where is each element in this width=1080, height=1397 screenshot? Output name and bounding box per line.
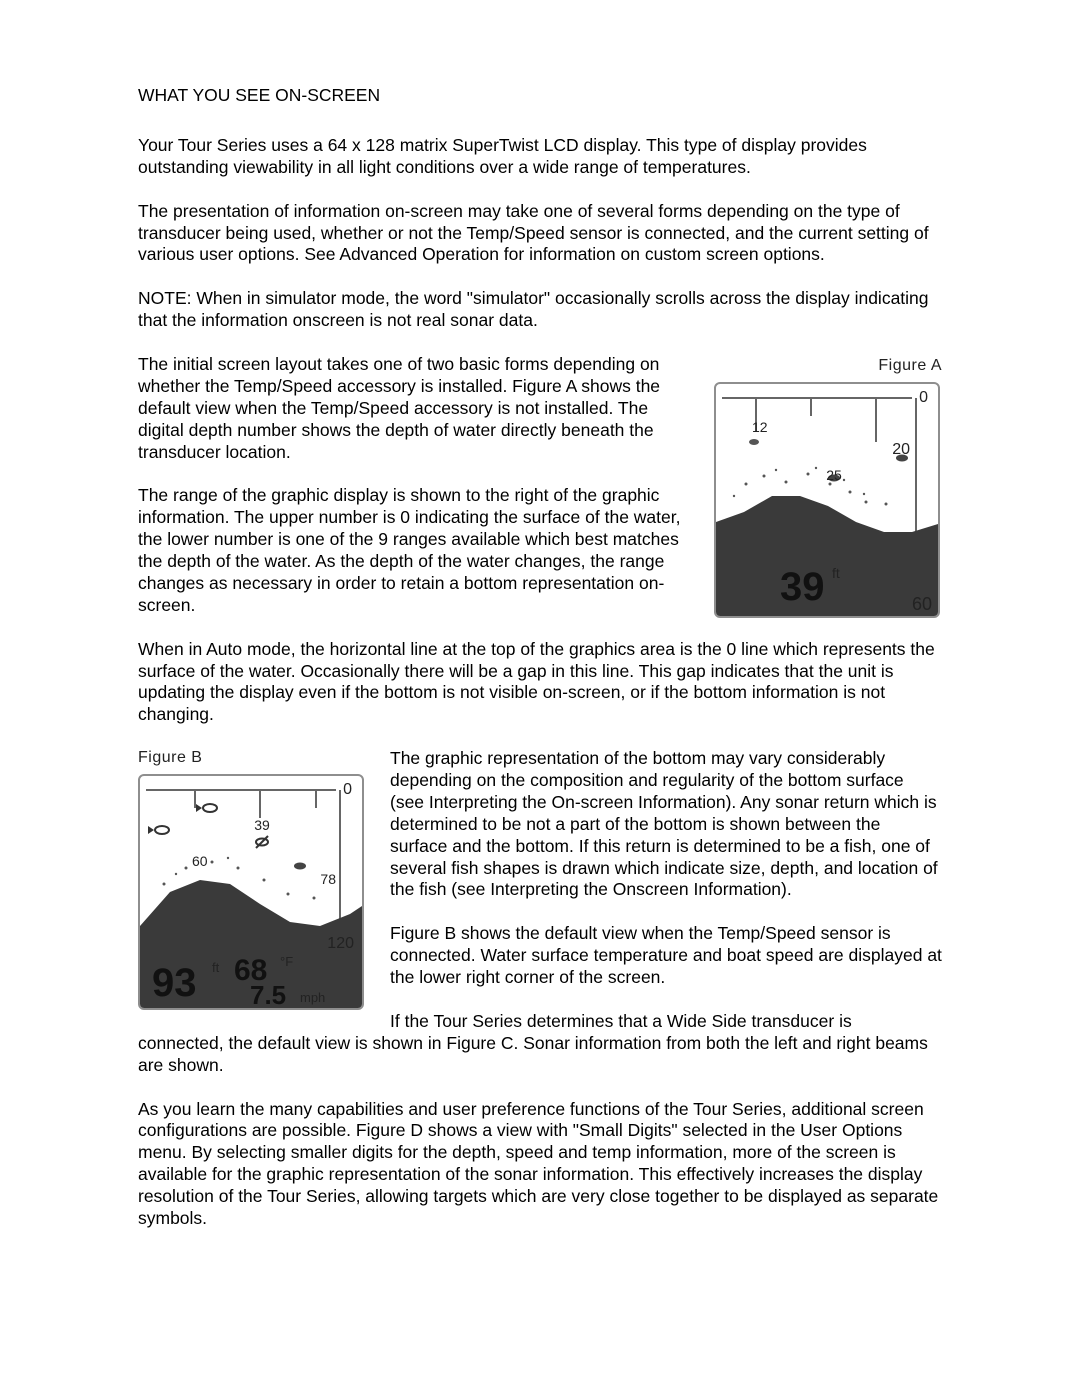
figure-a-caption: Figure A <box>714 356 942 376</box>
range-top: 0 <box>343 781 352 798</box>
depth-number: 39 <box>780 565 825 609</box>
body-paragraph: NOTE: When in simulator mode, the word "… <box>138 288 942 332</box>
sonar-svg-a: 0 20 60 12 25 39 ft <box>716 384 938 616</box>
fish-icon <box>256 836 268 848</box>
fish-icon <box>148 826 169 834</box>
depth-number: 93 <box>152 961 197 1005</box>
range-bottom: 120 <box>327 935 354 952</box>
sonar-screen-b: 0 39 60 78 120 93 ft 68 °F 7.5 mph <box>138 774 364 1010</box>
val-39: 39 <box>254 817 270 833</box>
bottom-contour <box>716 496 938 616</box>
depth-12: 12 <box>752 419 768 435</box>
fish-icon <box>294 863 306 870</box>
section-heading: WHAT YOU SEE ON-SCREEN <box>138 85 942 107</box>
body-paragraph: When in Auto mode, the horizontal line a… <box>138 639 942 727</box>
sonar-svg-b: 0 39 60 78 120 93 ft 68 °F 7.5 mph <box>140 776 362 1008</box>
speed-number: 7.5 <box>250 980 286 1008</box>
range-bottom: 60 <box>912 594 932 614</box>
depth-unit: ft <box>212 960 220 975</box>
fish-icon <box>749 439 759 445</box>
body-paragraph: The presentation of information on-scree… <box>138 201 942 267</box>
range-top: 0 <box>919 389 928 406</box>
sonar-screen-a: 0 20 60 12 25 39 ft <box>714 382 940 618</box>
depth-unit: ft <box>832 565 840 581</box>
body-paragraph: If the Tour Series determines that a Wid… <box>138 1011 942 1077</box>
speed-unit: mph <box>300 990 325 1005</box>
figure-b: Figure B <box>138 748 364 1010</box>
figure-b-caption: Figure B <box>138 748 364 768</box>
body-paragraph: As you learn the many capabilities and u… <box>138 1099 942 1230</box>
range-mid: 78 <box>320 871 336 887</box>
val-60: 60 <box>192 853 208 869</box>
body-paragraph: Your Tour Series uses a 64 x 128 matrix … <box>138 135 942 179</box>
depth-25: 25 <box>826 467 842 483</box>
fish-icon <box>196 804 217 812</box>
range-mid: 20 <box>892 441 910 458</box>
figure-a: Figure A <box>714 356 942 618</box>
temp-unit: °F <box>280 954 293 969</box>
